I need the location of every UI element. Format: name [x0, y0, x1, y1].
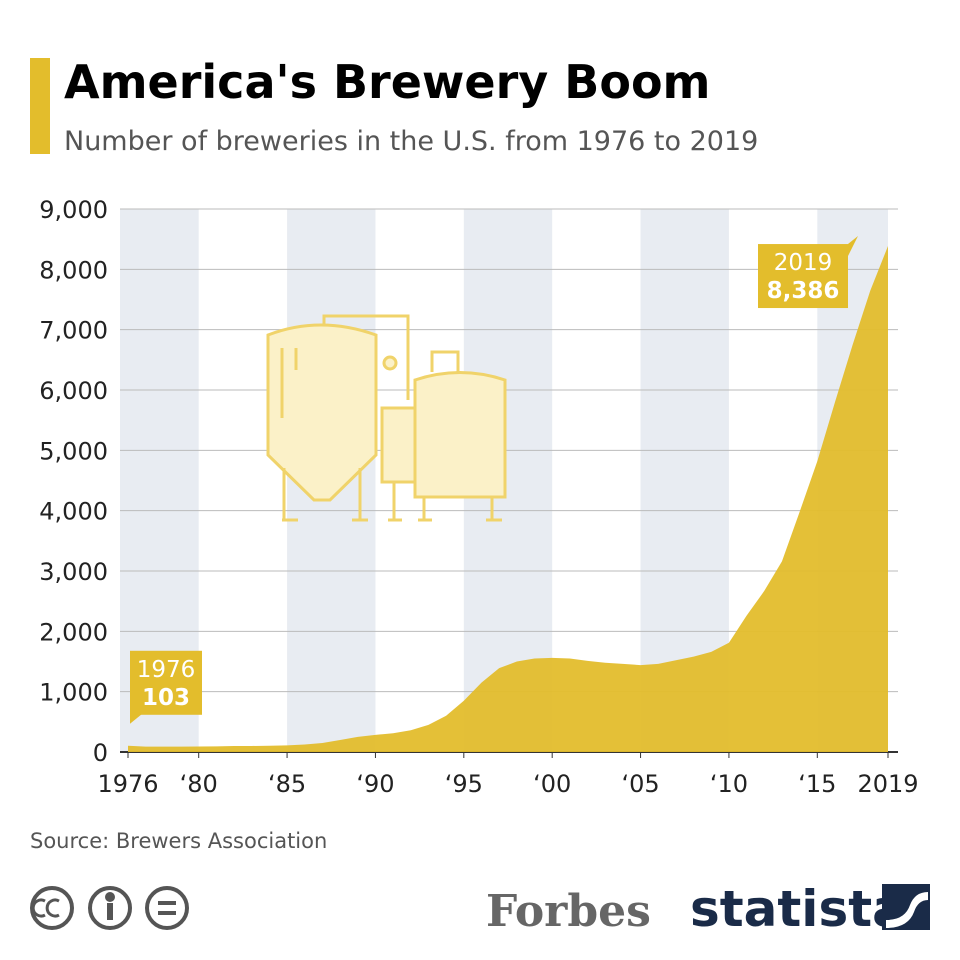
x-tick-label: 1976 [97, 770, 158, 798]
x-axis: 1976 ‘80 ‘85 ‘90 ‘95 ‘00 ‘05 ‘10 ‘15 2019 [97, 752, 919, 798]
annotation-year: 1976 [137, 657, 196, 683]
source: Source: Brewers Association [30, 829, 327, 853]
y-tick-label: 6,000 [39, 377, 108, 405]
annotation-tail [848, 236, 858, 257]
plot [128, 246, 888, 752]
x-tick-label: ‘90 [356, 770, 394, 798]
area [128, 246, 888, 752]
annotation-value: 8,386 [767, 278, 840, 304]
y-tick-label: 8,000 [39, 256, 108, 284]
grid: 0 1,000 2,000 3,000 4,000 5,000 6,000 7,000 8,00… [39, 196, 898, 767]
y-tick-label: 9,000 [39, 196, 108, 224]
y-tick-label: 4,000 [39, 498, 108, 526]
x-tick-label: 2019 [857, 770, 918, 798]
y-tick-label: 5,000 [39, 437, 108, 465]
annotation-year: 2019 [774, 250, 833, 276]
chart-subtitle: Number of breweries in the U.S. from 197… [64, 126, 758, 157]
y-tick-label: 1,000 [39, 679, 108, 707]
brewery-icon [266, 314, 507, 522]
y-tick-label: 0 [93, 739, 108, 767]
license-icons [30, 886, 189, 930]
annotation-box [758, 244, 848, 309]
x-tick-label: ‘10 [710, 770, 748, 798]
title-accent [30, 58, 50, 154]
x-tick-label: ‘95 [445, 770, 483, 798]
chart-title: America's Brewery Boom [64, 55, 711, 109]
y-tick-label: 2,000 [39, 618, 108, 646]
annotation-value: 103 [142, 685, 190, 711]
publisher: Forbes [486, 886, 651, 937]
x-tick-label: ‘80 [180, 770, 218, 798]
x-tick-label: ‘00 [533, 770, 571, 798]
y-tick-label: 3,000 [39, 558, 108, 586]
x-tick-label: ‘85 [268, 770, 306, 798]
y-tick-label: 7,000 [39, 317, 108, 345]
x-tick-label: ‘15 [798, 770, 836, 798]
annotation-box [130, 650, 202, 715]
brand-logo [882, 884, 930, 930]
brand: statista [690, 880, 906, 938]
x-tick-label: ‘05 [621, 770, 659, 798]
